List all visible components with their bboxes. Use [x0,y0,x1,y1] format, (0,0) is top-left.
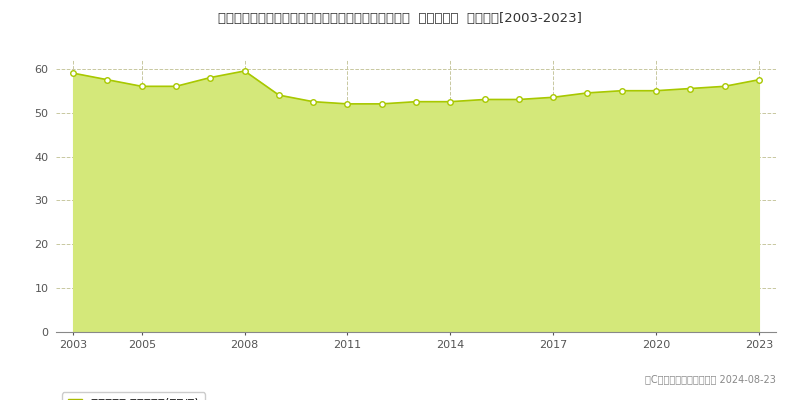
Text: （C）土地価格ドットコム 2024-08-23: （C）土地価格ドットコム 2024-08-23 [645,374,776,384]
Text: 埼玉県さいたま市緑区大字中尾字不動谷１１０番１８  基準地価格  地価推移[2003-2023]: 埼玉県さいたま市緑区大字中尾字不動谷１１０番１８ 基準地価格 地価推移[2003… [218,12,582,25]
Legend: 基準地価格 平均坪単価(万円/坪): 基準地価格 平均坪単価(万円/坪) [62,392,206,400]
